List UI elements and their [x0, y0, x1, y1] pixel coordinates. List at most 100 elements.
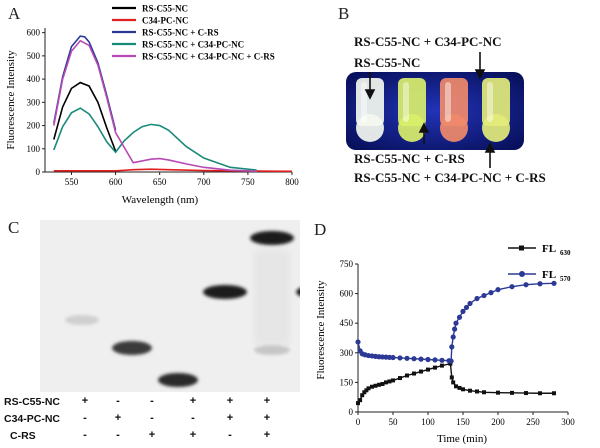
tube-bottom [398, 114, 426, 142]
spectra-x-tick-label: 700 [197, 177, 211, 187]
gel-lane-sign: + [81, 395, 89, 407]
gel-lane-sign: - [191, 412, 195, 424]
tube-bottom [482, 114, 510, 142]
gel-row-label-rs: RS-C55-NC [4, 396, 61, 408]
spectra-legend-label: RS-C55-NC + C-RS [142, 28, 219, 38]
kinetics-point [460, 308, 466, 314]
spectra-series-line [53, 35, 117, 131]
label-rs-c34: RS-C55-NC + C34-PC-NC [354, 34, 502, 49]
spectra-y-tick-label: 300 [27, 97, 41, 107]
kinetics-y-tick-label: 150 [340, 377, 354, 387]
tube-bottom [440, 114, 468, 142]
spectra-legend: RS-C55-NC C34-PC-NC RS-C55-NC + C-RS RS-C55… [112, 4, 275, 62]
tube-photo-image [346, 72, 524, 150]
kinetics-legend-subscript: 630 [560, 249, 571, 257]
kinetics-point [551, 280, 557, 286]
kinetics-point [398, 376, 402, 381]
kinetics-point [481, 292, 487, 299]
kinetics-point [433, 365, 437, 370]
spectra-legend-label: RS-C55-NC [142, 4, 188, 14]
spectra-y-tick-label: 100 [27, 144, 41, 154]
kinetics-point [449, 375, 454, 380]
tube [482, 78, 510, 126]
kinetics-point [425, 356, 431, 363]
kinetics-point [439, 357, 445, 363]
kinetics-point [468, 388, 472, 393]
spectra-series [53, 35, 293, 173]
spectra-legend-label: RS-C55-NC + C34-PC-NC [142, 40, 244, 50]
kinetics-point [391, 378, 395, 383]
kinetics-point [523, 282, 529, 288]
spectra-x-tick-label: 750 [241, 177, 255, 187]
tube [398, 78, 426, 126]
kinetics-point [404, 355, 410, 361]
spectra-x-tick-label: 550 [65, 177, 79, 187]
panel-label-b: B [338, 4, 350, 23]
gel-lane-sign: - [228, 429, 232, 441]
spectra-x-tick-label: 650 [153, 177, 167, 187]
spectra-y-tick-label: 500 [27, 51, 41, 61]
tube-highlight [403, 82, 409, 122]
kinetics-y-tick-label: 750 [340, 259, 354, 269]
kinetics-point [461, 387, 465, 392]
kinetics-legend-label: FL [542, 243, 556, 255]
kinetics-point [450, 334, 456, 340]
spectra-legend-label: C34-PC-NC [142, 16, 189, 26]
kinetics-x-tick-label: 50 [389, 417, 399, 427]
kinetics-point [387, 379, 392, 384]
kinetics-y-axis-label: Fluorescence Intensity [315, 280, 327, 380]
kinetics-x-tick-label: 300 [561, 417, 575, 427]
spectra-series-line [53, 39, 257, 173]
spectra-y-tick-label: 400 [27, 74, 41, 84]
tube-bottom [356, 114, 384, 142]
kinetics-point [537, 281, 543, 287]
kinetics-point [412, 371, 416, 376]
kinetics-point [426, 367, 430, 372]
kinetics-point [384, 380, 388, 385]
kinetics-series [355, 280, 557, 406]
kinetics-point [377, 382, 381, 387]
kinetics-x-tick-label: 250 [526, 417, 540, 427]
kinetics-point [356, 401, 360, 406]
kinetics-point [360, 393, 365, 398]
kinetics-point [538, 391, 542, 396]
kinetics-point [475, 389, 479, 394]
kinetics-point [362, 390, 367, 395]
kinetics-point [495, 287, 501, 293]
kinetics-axes: 0 50 100 150 200 250 300 0 150 300 450 600 750 [340, 259, 576, 427]
gel-lane-sign: - [116, 429, 120, 441]
kinetics-y-tick-label: 600 [340, 289, 354, 299]
gel-row-label-c34: C34-PC-NC [4, 413, 61, 425]
kinetics-point [419, 369, 423, 374]
kinetics-legend-label: FL [542, 269, 556, 281]
kinetics-point [488, 290, 494, 296]
gel-lane-sign: + [114, 412, 122, 424]
gel-lane-sign: + [226, 412, 234, 424]
kinetics-x-tick-label: 200 [491, 417, 505, 427]
kinetics-point [390, 354, 396, 361]
spectra-y-tick-label: 0 [36, 167, 41, 177]
kinetics-point [453, 320, 459, 326]
kinetics-point [448, 358, 454, 364]
panel-label-a: A [8, 4, 21, 23]
spectra-x-axis-label: Wavelength (nm) [122, 194, 199, 206]
spectra-legend-label: RS-C55-NC + C34-PC-NC + C-RS [142, 52, 275, 62]
spectra-axes: 550 600 650 700 750 800 0 100 200 300 400 500 600 [27, 28, 300, 187]
spectra-y-tick-label: 600 [27, 28, 41, 38]
spectra-x-tick-label: 800 [285, 177, 299, 187]
gel-row-label-crs: C-RS [10, 430, 36, 442]
kinetics-point [418, 356, 424, 362]
gel-lane-sign: + [189, 395, 197, 407]
kinetics-point [456, 314, 463, 320]
kinetics-point [509, 284, 515, 290]
kinetics-point [524, 391, 528, 396]
gel-lane-sign: - [116, 395, 120, 407]
tube-arrows [364, 52, 496, 168]
kinetics-point [364, 388, 369, 393]
gel-bands [65, 231, 340, 387]
kinetics-chart: 0 50 100 150 200 250 300 0 150 300 450 600 750 FL 630… [315, 243, 576, 445]
kinetics-point [454, 384, 458, 389]
gel-lane-sign: + [263, 412, 271, 424]
kinetics-point [451, 380, 456, 385]
kinetics-point [452, 326, 458, 332]
